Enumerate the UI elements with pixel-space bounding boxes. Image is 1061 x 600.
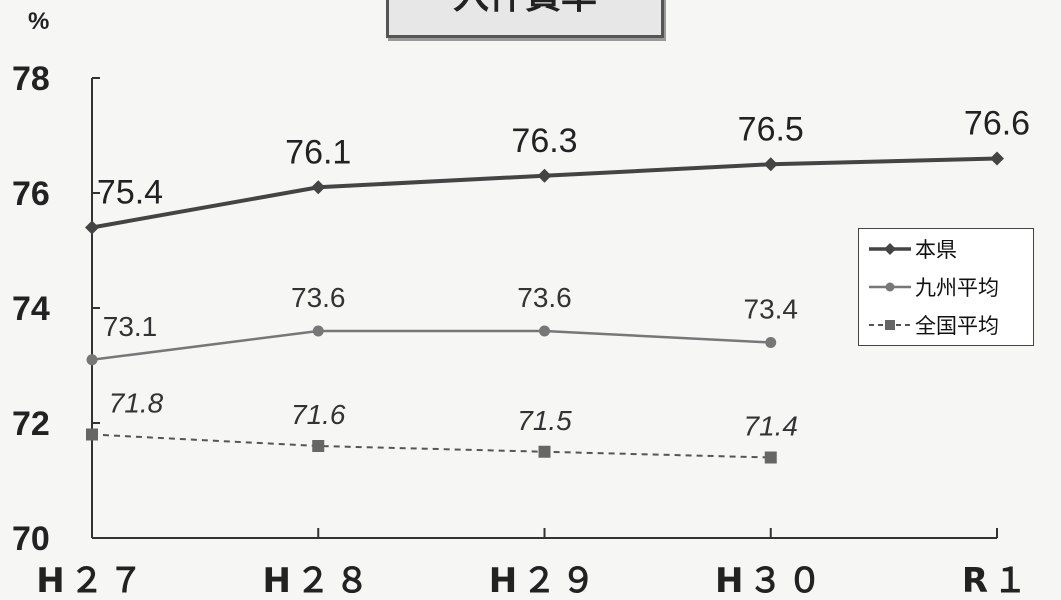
data-label: 73.4 bbox=[744, 294, 799, 325]
data-point-square bbox=[764, 451, 777, 464]
data-point-square bbox=[312, 440, 325, 452]
legend-label-zenkoku: 全国平均 bbox=[915, 314, 999, 338]
data-label: 71.8 bbox=[109, 388, 164, 419]
x-tick-label: H２７ bbox=[36, 561, 147, 600]
data-point-diamond bbox=[85, 220, 99, 235]
legend-swatch-honken bbox=[869, 243, 911, 255]
legend-item-honken: 本県 bbox=[867, 231, 957, 267]
legend-swatch-zenkoku bbox=[869, 320, 911, 330]
data-label: 73.6 bbox=[517, 282, 572, 313]
data-label: 75.4 bbox=[97, 174, 163, 212]
data-point-square bbox=[538, 445, 551, 458]
legend-label-honken: 本県 bbox=[915, 238, 957, 262]
data-label: 71.5 bbox=[517, 405, 572, 436]
data-label: 73.6 bbox=[291, 282, 346, 313]
y-tick-label: 74 bbox=[12, 290, 50, 328]
legend-item-zenkoku: 全国平均 bbox=[867, 307, 999, 343]
data-point-circle bbox=[765, 337, 777, 348]
data-label: 71.4 bbox=[744, 411, 799, 442]
data-label: 73.1 bbox=[103, 311, 158, 342]
data-point-square bbox=[86, 428, 98, 441]
data-label: 76.1 bbox=[285, 133, 351, 171]
data-label: 76.5 bbox=[738, 110, 804, 148]
data-point-diamond bbox=[311, 180, 326, 195]
data-point-circle bbox=[539, 325, 550, 337]
y-tick-label: 70 bbox=[12, 520, 50, 558]
x-tick-label: R１ bbox=[962, 561, 1032, 600]
y-tick-label: 76 bbox=[12, 175, 50, 213]
data-label: 71.6 bbox=[291, 399, 346, 430]
x-tick-label: H３０ bbox=[715, 561, 826, 600]
y-axis-unit: % bbox=[28, 8, 50, 35]
chart-title: 入件費率 bbox=[389, 0, 661, 17]
series-line-2 bbox=[91, 433, 771, 459]
x-tick-label: H２８ bbox=[263, 561, 374, 600]
series-line-1 bbox=[91, 329, 771, 361]
data-point-diamond bbox=[990, 151, 1004, 166]
legend: 本県 九州平均 全国平均 bbox=[858, 228, 1034, 346]
y-tick-label: 72 bbox=[12, 405, 50, 443]
data-point-circle bbox=[86, 354, 98, 366]
data-point-circle bbox=[312, 325, 324, 337]
legend-item-kyushu: 九州平均 bbox=[867, 269, 999, 305]
legend-swatch-kyushu bbox=[869, 282, 911, 292]
data-label: 76.3 bbox=[511, 122, 577, 160]
x-tick-label: H２９ bbox=[489, 561, 600, 600]
y-tick-label: 78 bbox=[12, 60, 50, 98]
data-point-diamond bbox=[537, 168, 552, 183]
chart-title-box: 入件費率 bbox=[386, 0, 664, 38]
legend-label-kyushu: 九州平均 bbox=[915, 276, 999, 300]
data-point-diamond bbox=[763, 157, 778, 172]
data-label: 76.6 bbox=[964, 105, 1030, 143]
